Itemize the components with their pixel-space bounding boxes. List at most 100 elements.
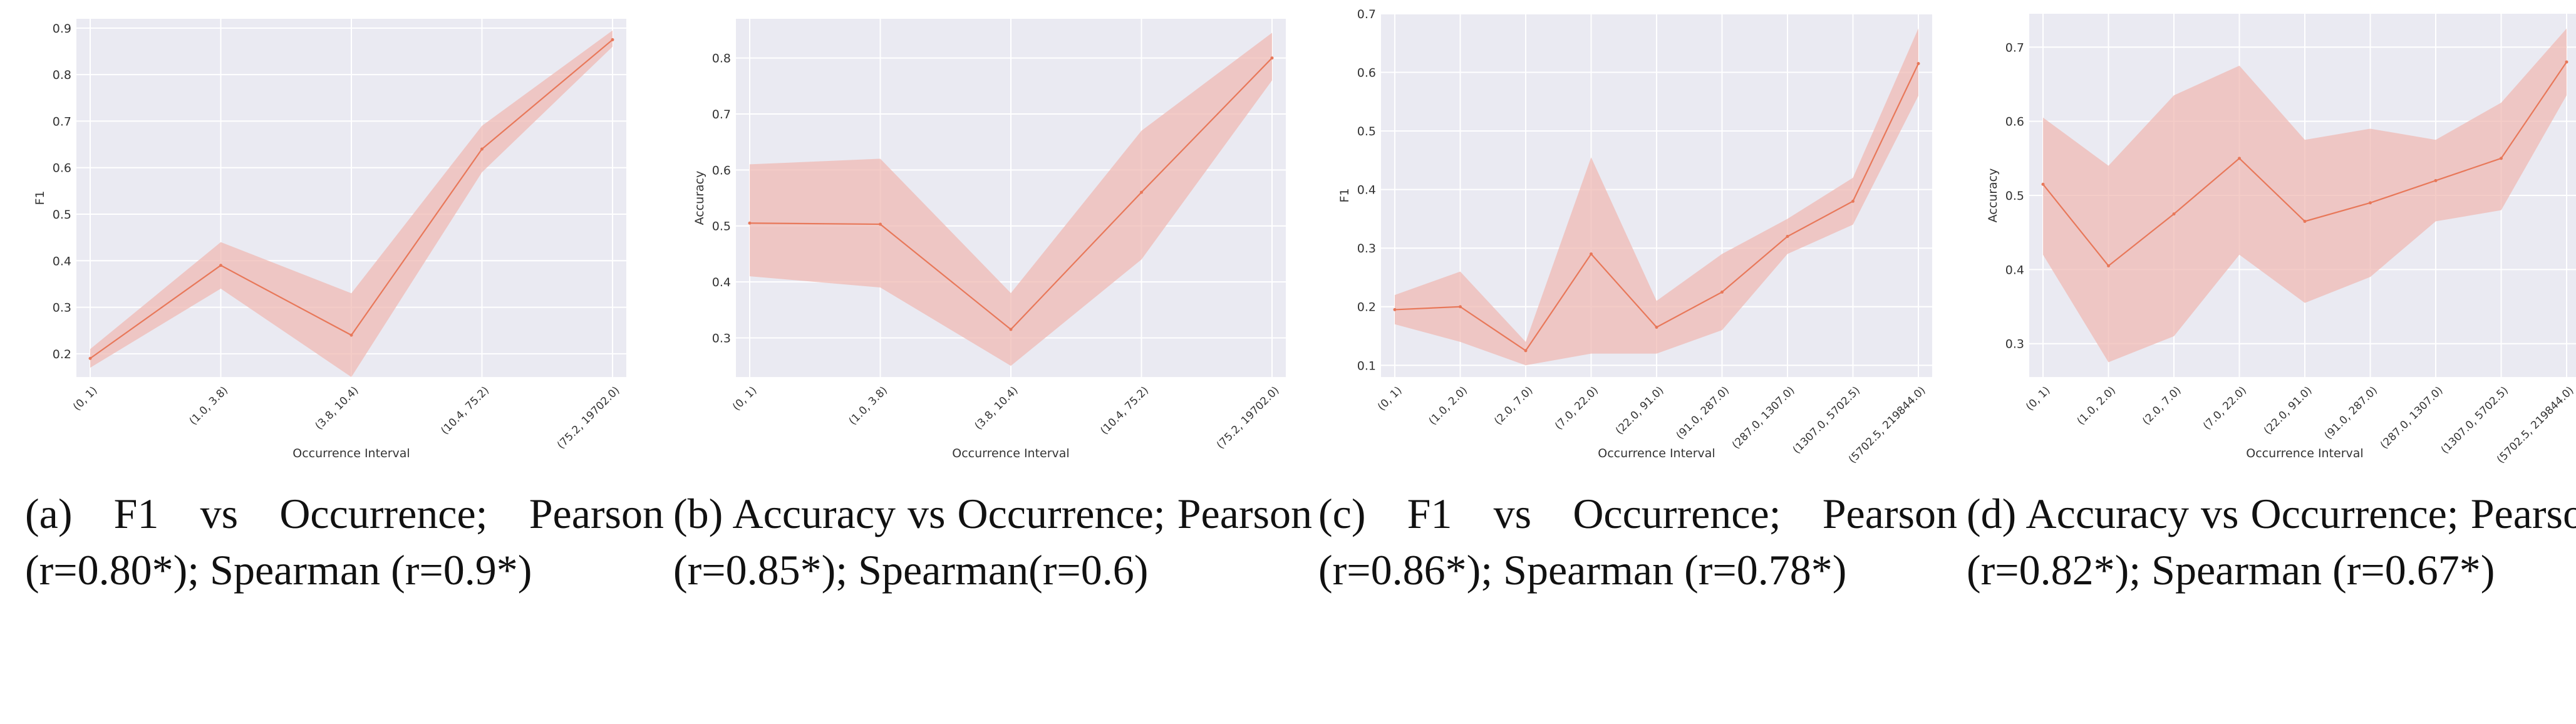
y-tick-label: 0.2 (53, 348, 71, 361)
y-tick-label: 0.9 (53, 22, 71, 36)
x-tick-label: (0, 1) (730, 384, 759, 413)
data-point (879, 222, 882, 226)
y-tick-label: 0.2 (1357, 301, 1376, 314)
data-point (748, 221, 752, 225)
chart-svg-a: 0.2 0.3 0.4 0.5 0.6 0.7 0.8 0.9 (0, 1) (1.0, 3.8)… (33, 19, 626, 460)
caption-a: (a) F1 vs Occurrence; Pearson (r=0.80*);… (25, 490, 664, 594)
y-tick-label: 0.7 (1357, 8, 1376, 21)
x-tick-label: (287.0, 1307.0) (1730, 384, 1798, 452)
x-tick-label: (3.8, 10.4) (972, 384, 1020, 432)
data-point (349, 333, 353, 337)
x-tick-label: (1307.0, 5702.5) (2439, 384, 2511, 456)
x-axis-label: Occurrence Interval (2246, 447, 2363, 460)
data-point (611, 38, 614, 41)
data-point (1393, 308, 1397, 311)
data-point (1459, 305, 1462, 309)
x-tick-label: (10.4, 75.2) (1098, 384, 1151, 437)
x-tick-label: (1.0, 3.8) (847, 384, 890, 427)
y-tick-label: 0.8 (712, 52, 731, 66)
data-point (2369, 201, 2372, 205)
x-axis-label: Occurrence Interval (1598, 447, 1715, 460)
x-tick-label: (0, 1) (2024, 384, 2052, 413)
y-axis-label: Accuracy (693, 171, 706, 225)
y-axis-label: F1 (1338, 188, 1352, 202)
chart-panel-c: 0.1 0.2 0.3 0.4 0.5 0.6 0.7 (0, 1) (1.0, 2.0) (2.… (1318, 0, 1957, 724)
confidence-band (90, 30, 613, 378)
y-tick-label: 0.3 (2005, 338, 2024, 351)
data-point (2303, 219, 2307, 223)
chart-panel-a: 0.2 0.3 0.4 0.5 0.6 0.7 0.8 0.9 (0, 1) (1.0, 3.8)… (25, 0, 664, 724)
x-tick-label: (2.0, 7.0) (1492, 384, 1535, 427)
chart-svg-d: 0.3 0.4 0.5 0.6 0.7 (0, 1) (1.0, 2.0) (2.0, 7.0… (1986, 14, 2576, 466)
data-point (2107, 264, 2110, 267)
y-tick-label: 0.4 (53, 254, 71, 268)
x-tick-label: (287.0, 1307.0) (2378, 384, 2446, 452)
x-tick-label: (2.0, 7.0) (2140, 384, 2183, 427)
data-point (1270, 56, 1274, 60)
y-tick-label: 0.6 (2005, 115, 2024, 129)
data-point (1851, 199, 1854, 203)
data-point (480, 147, 484, 151)
x-tick-label: (3.8, 10.4) (313, 384, 361, 432)
y-tick-label: 0.1 (1357, 359, 1376, 373)
y-tick-label: 0.7 (2005, 41, 2024, 54)
y-tick-label: 0.5 (2005, 189, 2024, 203)
y-tick-label: 0.6 (1357, 66, 1376, 80)
x-tick-label: (0, 1) (1375, 384, 1404, 413)
confidence-band (750, 33, 1272, 366)
data-point (2172, 212, 2176, 216)
y-tick-label: 0.6 (53, 162, 71, 175)
data-point (88, 356, 92, 360)
y-tick-label: 0.6 (712, 163, 731, 177)
data-point (2238, 157, 2241, 160)
data-point (1590, 252, 1593, 256)
caption-b: (b) Accuracy vs Occurrence; Pearson (r=0… (673, 490, 1312, 594)
y-tick-label: 0.4 (1357, 184, 1376, 197)
caption-c: (c) F1 vs Occurrence; Pearson (r=0.86*);… (1318, 490, 1957, 594)
data-point (1524, 349, 1528, 353)
data-point (219, 264, 222, 267)
y-tick-label: 0.5 (712, 220, 731, 234)
x-axis-label: Occurrence Interval (292, 447, 410, 460)
x-tick-label: (91.0, 287.0) (2322, 384, 2380, 442)
data-point (1786, 234, 1789, 238)
y-tick-label: 0.5 (1357, 125, 1376, 138)
data-point (2500, 157, 2503, 160)
chart-svg-b: 0.3 0.4 0.5 0.6 0.7 0.8 (0, 1) (1.0, 3.8) (3.8, … (693, 19, 1286, 460)
data-point (1720, 290, 1724, 294)
data-point (2041, 182, 2045, 186)
y-axis-label: F1 (33, 190, 47, 205)
chart-panel-d: 0.3 0.4 0.5 0.6 0.7 (0, 1) (1.0, 2.0) (2.0, 7.0… (1967, 0, 2576, 724)
x-tick-label: (1.0, 2.0) (2075, 384, 2118, 427)
chart-panel-b: 0.3 0.4 0.5 0.6 0.7 0.8 (0, 1) (1.0, 3.8) (3.8, … (673, 0, 1312, 724)
y-axis-label: Accuracy (1986, 168, 2000, 223)
y-tick-label: 0.3 (53, 301, 71, 315)
confidence-band (2043, 28, 2567, 363)
y-tick-label: 0.3 (712, 331, 731, 345)
caption-d: (d) Accuracy vs Occurrence; Pearson (r=0… (1967, 490, 2576, 594)
x-tick-label: (22.0, 91.0) (1613, 384, 1667, 437)
x-axis-label: Occurrence Interval (952, 447, 1069, 460)
data-point (1655, 325, 1658, 329)
x-tick-label: (7.0, 22.0) (2201, 384, 2249, 432)
x-tick-label: (75.2, 19702.0) (555, 384, 623, 452)
data-point (2434, 178, 2438, 182)
confidence-band (1395, 28, 1918, 366)
y-tick-label: 0.3 (1357, 242, 1376, 256)
x-tick-label: (0, 1) (71, 384, 100, 413)
x-tick-label: (1.0, 2.0) (1427, 384, 1470, 427)
data-point (1009, 328, 1013, 331)
y-tick-label: 0.8 (53, 68, 71, 82)
x-tick-label: (75.2, 19702.0) (1214, 384, 1282, 452)
data-point (2565, 60, 2568, 64)
data-point (1140, 190, 1143, 194)
y-tick-label: 0.4 (712, 276, 731, 289)
x-tick-label: (7.0, 22.0) (1553, 384, 1601, 432)
x-tick-label: (22.0, 91.0) (2262, 384, 2315, 437)
x-tick-label: (1307.0, 5702.5) (1791, 384, 1863, 456)
y-tick-label: 0.7 (712, 108, 731, 122)
y-tick-label: 0.4 (2005, 263, 2024, 277)
chart-svg-c: 0.1 0.2 0.3 0.4 0.5 0.6 0.7 (0, 1) (1.0, 2.0) (2.… (1338, 8, 1932, 466)
y-tick-label: 0.5 (53, 208, 71, 222)
x-tick-label: (1.0, 3.8) (187, 384, 230, 427)
